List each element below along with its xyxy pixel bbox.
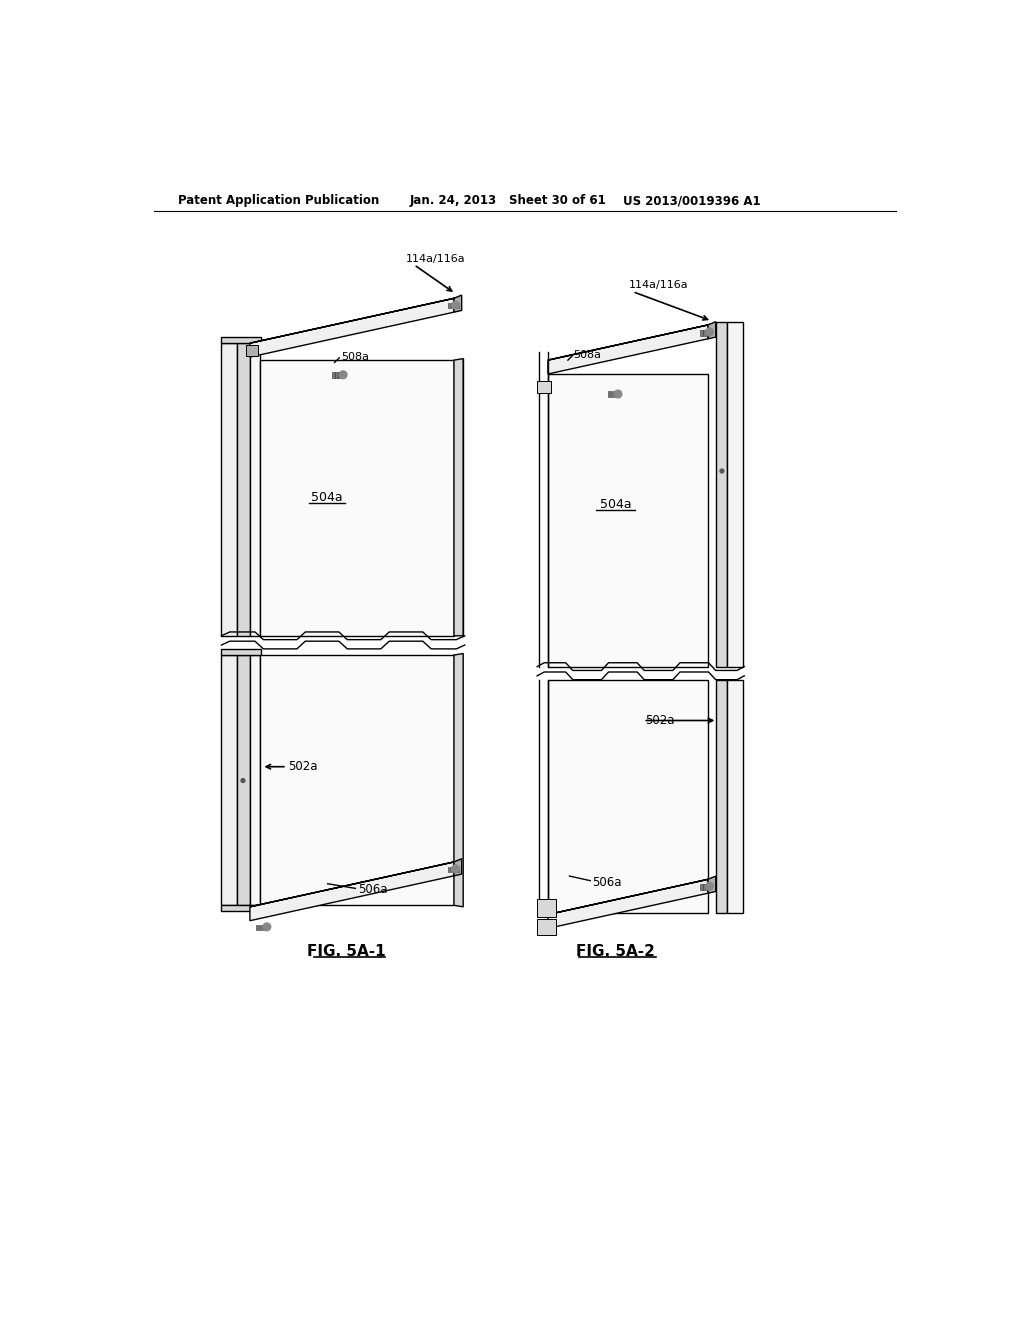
- Polygon shape: [250, 862, 454, 921]
- Polygon shape: [700, 330, 702, 335]
- Polygon shape: [451, 866, 454, 873]
- Text: 114a/116a: 114a/116a: [407, 253, 466, 264]
- Polygon shape: [262, 924, 264, 929]
- Polygon shape: [707, 884, 709, 890]
- Polygon shape: [221, 343, 237, 636]
- Polygon shape: [538, 899, 556, 917]
- Polygon shape: [237, 655, 250, 906]
- Polygon shape: [259, 924, 261, 929]
- Polygon shape: [708, 322, 716, 339]
- Polygon shape: [548, 681, 708, 913]
- Circle shape: [452, 865, 460, 873]
- Polygon shape: [703, 330, 706, 335]
- Polygon shape: [454, 359, 463, 636]
- Text: US 2013/0019396 A1: US 2013/0019396 A1: [624, 194, 761, 207]
- Text: 502a: 502a: [645, 714, 675, 727]
- Text: 508a: 508a: [341, 352, 369, 362]
- Polygon shape: [611, 391, 613, 397]
- Text: FIG. 5A-1: FIG. 5A-1: [307, 944, 385, 960]
- Polygon shape: [221, 337, 261, 343]
- Text: 114a/116a: 114a/116a: [629, 280, 688, 290]
- Polygon shape: [333, 372, 335, 378]
- Polygon shape: [700, 884, 702, 890]
- Polygon shape: [454, 296, 462, 312]
- Circle shape: [706, 882, 714, 890]
- Polygon shape: [548, 374, 708, 667]
- Polygon shape: [708, 876, 716, 894]
- Polygon shape: [454, 866, 457, 873]
- Text: 506a: 506a: [593, 875, 622, 888]
- Polygon shape: [250, 655, 260, 906]
- Circle shape: [614, 391, 622, 397]
- Polygon shape: [548, 325, 708, 374]
- Text: 502a: 502a: [289, 760, 317, 774]
- Polygon shape: [608, 391, 610, 397]
- Polygon shape: [703, 884, 706, 890]
- Polygon shape: [451, 302, 454, 309]
- Text: Patent Application Publication: Patent Application Publication: [178, 194, 380, 207]
- Polygon shape: [256, 924, 258, 929]
- Circle shape: [452, 301, 460, 309]
- Polygon shape: [250, 297, 462, 343]
- Polygon shape: [538, 919, 556, 935]
- Polygon shape: [716, 322, 727, 667]
- Circle shape: [263, 923, 270, 931]
- Polygon shape: [548, 323, 716, 360]
- Polygon shape: [221, 655, 237, 906]
- Polygon shape: [250, 861, 462, 907]
- Polygon shape: [339, 372, 341, 378]
- Text: Jan. 24, 2013: Jan. 24, 2013: [410, 194, 498, 207]
- Polygon shape: [221, 649, 261, 655]
- Polygon shape: [548, 878, 716, 915]
- Polygon shape: [447, 302, 451, 309]
- Polygon shape: [727, 322, 742, 667]
- Polygon shape: [727, 681, 742, 913]
- Polygon shape: [454, 653, 463, 907]
- Polygon shape: [454, 859, 462, 875]
- Text: Sheet 30 of 61: Sheet 30 of 61: [509, 194, 606, 207]
- Polygon shape: [237, 343, 250, 636]
- Polygon shape: [457, 302, 460, 309]
- Text: 508a: 508a: [573, 350, 601, 360]
- Polygon shape: [716, 681, 727, 913]
- Text: 506a: 506a: [357, 883, 387, 896]
- Polygon shape: [260, 360, 454, 636]
- Polygon shape: [260, 655, 454, 906]
- Polygon shape: [447, 866, 451, 873]
- Polygon shape: [457, 866, 460, 873]
- Polygon shape: [614, 391, 616, 397]
- Text: FIG. 5A-2: FIG. 5A-2: [577, 944, 655, 960]
- Circle shape: [720, 469, 724, 473]
- Circle shape: [706, 327, 714, 335]
- Polygon shape: [250, 343, 260, 636]
- Polygon shape: [221, 906, 261, 911]
- Circle shape: [241, 779, 245, 783]
- Polygon shape: [336, 372, 338, 378]
- Polygon shape: [707, 330, 709, 335]
- Polygon shape: [548, 879, 708, 928]
- Polygon shape: [246, 345, 258, 355]
- Text: 504a: 504a: [600, 499, 632, 511]
- Circle shape: [339, 371, 347, 379]
- Polygon shape: [538, 381, 551, 393]
- Polygon shape: [250, 298, 454, 358]
- Polygon shape: [454, 302, 457, 309]
- Text: 504a: 504a: [311, 491, 343, 504]
